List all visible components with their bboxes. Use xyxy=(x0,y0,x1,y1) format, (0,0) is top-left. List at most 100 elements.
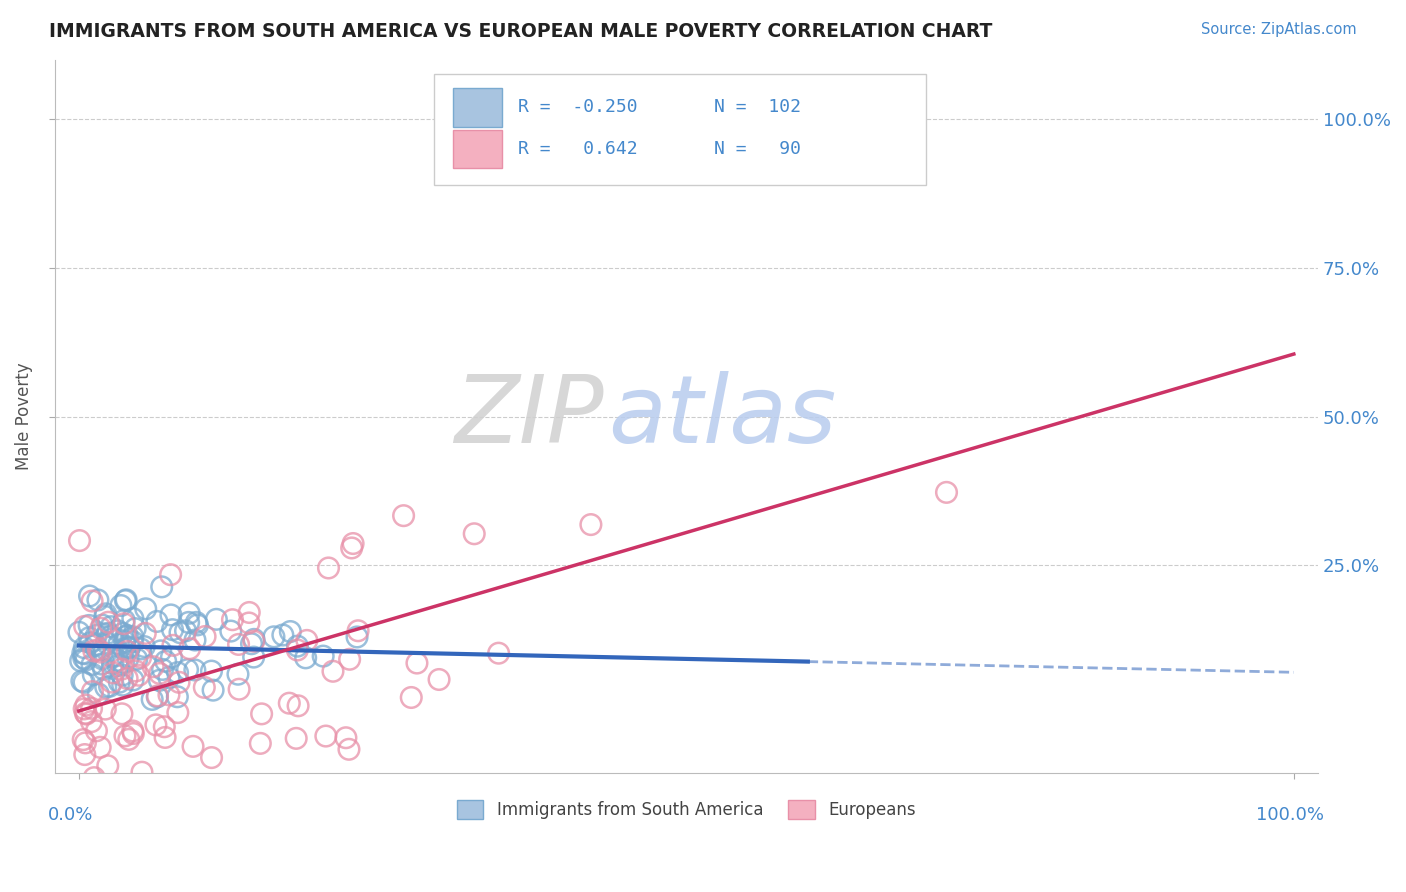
Point xyxy=(193,681,215,695)
Point xyxy=(111,662,134,676)
Point xyxy=(579,517,602,532)
Point xyxy=(406,656,429,670)
Point xyxy=(228,682,250,697)
Point xyxy=(159,567,181,582)
Point xyxy=(166,690,188,704)
Point xyxy=(89,740,111,755)
Point xyxy=(115,672,138,686)
Point xyxy=(91,618,114,632)
Point xyxy=(100,630,122,644)
Point xyxy=(131,765,153,780)
Point xyxy=(142,659,165,673)
Point xyxy=(79,778,101,792)
Point xyxy=(322,665,344,679)
Point xyxy=(94,680,117,694)
Point xyxy=(238,606,260,620)
Text: atlas: atlas xyxy=(607,371,837,462)
Point xyxy=(226,667,249,681)
Point xyxy=(121,634,143,648)
Point xyxy=(77,618,100,632)
Point xyxy=(114,729,136,743)
Point xyxy=(122,673,145,687)
Point xyxy=(242,650,264,665)
Point xyxy=(67,625,90,640)
Point xyxy=(221,613,243,627)
Point xyxy=(186,615,208,630)
Point xyxy=(112,656,135,670)
Point xyxy=(114,593,136,607)
Point xyxy=(80,701,103,715)
Point xyxy=(98,679,121,693)
Point xyxy=(174,624,197,638)
Point xyxy=(118,640,141,654)
Point xyxy=(115,778,138,792)
Point xyxy=(111,626,134,640)
Point xyxy=(80,657,103,672)
Text: ZIP: ZIP xyxy=(454,371,605,462)
Point xyxy=(249,736,271,750)
Point xyxy=(463,526,485,541)
Point xyxy=(163,778,186,792)
Point xyxy=(294,651,316,665)
Point xyxy=(287,639,309,653)
Point xyxy=(250,706,273,721)
Point xyxy=(75,698,97,713)
Point xyxy=(179,641,201,656)
Point xyxy=(342,536,364,550)
Point xyxy=(202,683,225,698)
Point xyxy=(96,626,118,640)
Point xyxy=(94,609,117,624)
Y-axis label: Male Poverty: Male Poverty xyxy=(15,363,32,470)
Point xyxy=(107,653,129,667)
Point xyxy=(83,771,105,785)
Point xyxy=(87,593,110,607)
Point xyxy=(228,637,250,651)
Point xyxy=(118,732,141,747)
Point xyxy=(72,732,94,747)
Point xyxy=(94,607,117,621)
Point xyxy=(181,739,204,754)
Point xyxy=(115,592,138,607)
Point xyxy=(125,652,148,666)
Point xyxy=(153,731,176,745)
Point xyxy=(112,642,135,657)
Point xyxy=(285,643,308,657)
Point xyxy=(75,653,97,667)
Point xyxy=(112,613,135,627)
Point xyxy=(155,654,177,668)
Text: 100.0%: 100.0% xyxy=(1257,805,1324,824)
Point xyxy=(205,612,228,626)
Point xyxy=(169,625,191,640)
Point xyxy=(134,640,156,654)
Point xyxy=(83,644,105,658)
Point xyxy=(278,696,301,710)
Point xyxy=(110,599,132,613)
Point xyxy=(128,668,150,682)
Point xyxy=(295,633,318,648)
Point xyxy=(73,651,96,665)
Point xyxy=(101,665,124,680)
Point xyxy=(101,632,124,646)
Point xyxy=(157,688,180,702)
Point xyxy=(124,622,146,636)
Point xyxy=(179,607,201,621)
Point xyxy=(162,623,184,637)
Point xyxy=(263,630,285,644)
Point xyxy=(91,652,114,666)
Point xyxy=(157,671,180,685)
Point xyxy=(194,630,217,644)
Point xyxy=(125,664,148,678)
Point xyxy=(124,778,146,792)
Point xyxy=(69,533,91,548)
Point xyxy=(90,657,112,671)
Text: N =   90: N = 90 xyxy=(714,140,801,158)
Point xyxy=(176,663,198,677)
Point xyxy=(200,750,222,764)
Point xyxy=(312,649,335,664)
Point xyxy=(87,642,110,657)
Point xyxy=(73,619,96,633)
Point xyxy=(73,640,96,655)
Point xyxy=(243,632,266,647)
Point xyxy=(318,561,340,575)
Point xyxy=(79,635,101,649)
